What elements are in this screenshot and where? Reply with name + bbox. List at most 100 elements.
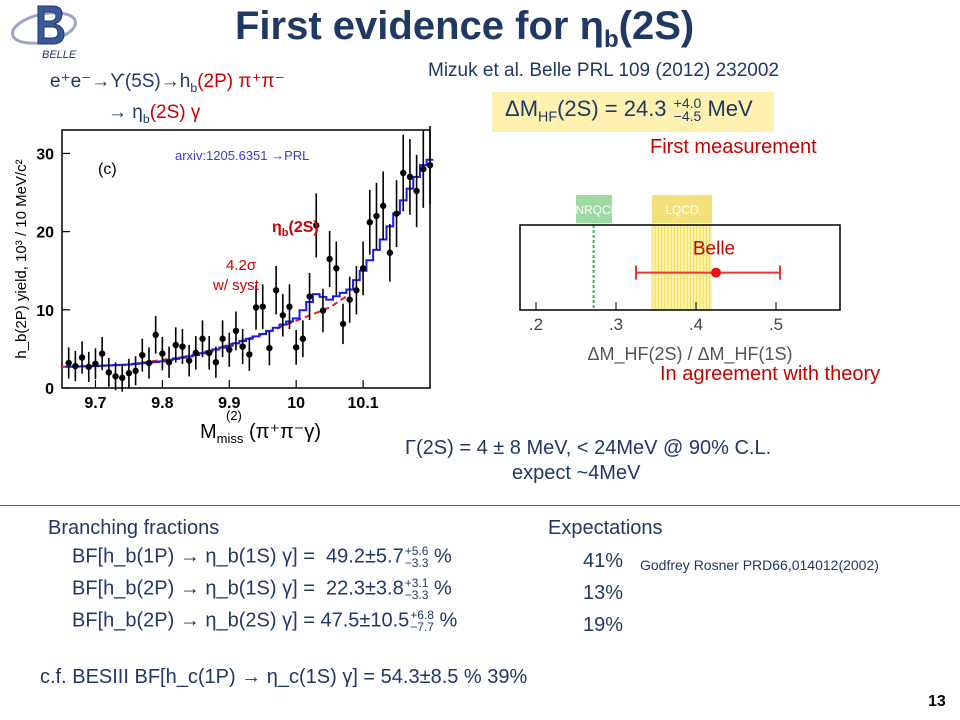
data-point bbox=[119, 374, 126, 382]
hfs-ratio-plot: pNRQCD LQCD .2 .3 .4 .5 Belle ΔM_HF(2S) / ΔM_HF… bbox=[519, 195, 841, 365]
data-point bbox=[393, 210, 400, 217]
ratio-x-tick-label: .5 bbox=[769, 315, 783, 334]
belle-logo: BELLE bbox=[11, 5, 77, 61]
data-point bbox=[125, 369, 133, 377]
band-lqcd-label: LQCD bbox=[665, 203, 699, 217]
significance-note: w/ syst bbox=[212, 277, 260, 294]
band-pnrqcd-label: pNRQCD bbox=[569, 203, 620, 217]
data-point bbox=[72, 362, 79, 370]
besiii-comparison: c.f. BESIII BF[h_c(1P) → η_c(1S) γ] = 54… bbox=[40, 666, 528, 688]
y-axis-label: h_b(2P) yield, 10³ / 10 MeV/c² bbox=[13, 159, 30, 358]
x-tick-label: 10.1 bbox=[348, 395, 379, 412]
x-tick-label: 9.7 bbox=[84, 395, 106, 412]
bf-row-3: BF[h_b(2P) → η_b(2S) γ] = 47.5±10.5+6.8−… bbox=[72, 608, 458, 634]
expectations-header: Expectations bbox=[548, 517, 663, 539]
data-point bbox=[192, 349, 200, 357]
data-point bbox=[152, 331, 159, 339]
data-point bbox=[206, 349, 213, 357]
ratio-frame bbox=[519, 224, 841, 311]
data-point bbox=[420, 165, 427, 173]
data-point bbox=[172, 341, 179, 349]
data-point bbox=[272, 287, 280, 294]
data-point bbox=[219, 335, 226, 342]
data-point bbox=[252, 304, 260, 311]
data-point bbox=[232, 327, 240, 335]
expect-row-1: 41% bbox=[583, 550, 624, 572]
data-point bbox=[145, 359, 153, 367]
x-tick-label: 9.8 bbox=[151, 395, 173, 412]
data-point bbox=[413, 187, 420, 195]
bf-row-1: BF[h_b(1P) → η_b(1S) γ] = 49.2±5.7+5.6 −3… bbox=[72, 544, 452, 570]
y-tick-label: 30 bbox=[36, 146, 54, 163]
reaction-line-2: → ηb(2S) γ bbox=[108, 102, 201, 126]
data-point bbox=[366, 219, 373, 226]
reference: Mizuk et al. Belle PRL 109 (2012) 232002 bbox=[428, 60, 780, 81]
data-point bbox=[406, 173, 414, 181]
x-tick-label: 9.9 bbox=[218, 395, 240, 412]
significance-label: 4.2σ bbox=[226, 257, 257, 274]
mhf-result: ΔMHF(2S) = 24.3 +4.0 −4.5 MeV bbox=[505, 95, 753, 126]
data-point bbox=[159, 350, 166, 357]
ratio-x-tick-label: .4 bbox=[689, 315, 703, 334]
data-point bbox=[313, 222, 320, 229]
data-point bbox=[299, 335, 307, 342]
bf-row-2: BF[h_b(2P) → η_b(1S) γ] = 22.3±3.8+3.1 −3… bbox=[72, 576, 452, 602]
width-result: Γ(2S) = 4 ± 8 MeV, < 24MeV @ 90% C.L. bbox=[405, 437, 772, 459]
data-point bbox=[353, 287, 360, 294]
divider bbox=[0, 505, 960, 506]
data-point bbox=[373, 212, 380, 220]
x-axis-label-sup: (2) bbox=[226, 408, 242, 423]
data-point bbox=[139, 351, 146, 359]
panel-label: (c) bbox=[98, 161, 117, 178]
ratio-x-axis-label: ΔM_HF(2S) / ΔM_HF(1S) bbox=[587, 344, 792, 365]
data-point bbox=[212, 359, 220, 366]
belle-point bbox=[711, 267, 721, 278]
width-expectation: expect ~4MeV bbox=[512, 462, 641, 484]
band-lqcd-header bbox=[652, 195, 712, 223]
ratio-x-tick-label: .2 bbox=[529, 315, 543, 334]
page-title: First evidence for ηb(2S) bbox=[235, 4, 695, 53]
data-point bbox=[339, 320, 347, 328]
x-tick-label: 10 bbox=[287, 395, 305, 412]
data-point bbox=[426, 161, 434, 169]
logo-text: BELLE bbox=[42, 49, 77, 61]
data-point bbox=[85, 363, 92, 371]
data-point bbox=[239, 343, 246, 350]
data-point bbox=[185, 357, 193, 364]
first-measurement-label: First measurement bbox=[650, 136, 817, 158]
mhf-highlight bbox=[492, 92, 774, 132]
data-point bbox=[199, 335, 206, 342]
data-point bbox=[65, 359, 72, 367]
band-pnrqcd-header bbox=[576, 195, 612, 223]
data-point bbox=[92, 360, 99, 367]
arxiv-label: arxiv:1205.6351 →PRL bbox=[175, 148, 309, 163]
hb-yield-plot: 0 10 20 30 9.7 9.8 9.9 10 10.1 (c) arxiv:1205.6351… bbox=[13, 125, 434, 446]
data-point bbox=[259, 303, 266, 310]
data-point bbox=[112, 373, 119, 380]
data-point bbox=[306, 293, 313, 300]
data-point bbox=[226, 346, 233, 353]
ratio-x-tick-label: .3 bbox=[609, 315, 623, 334]
data-point bbox=[359, 265, 367, 272]
data-point bbox=[333, 265, 340, 272]
y-tick-label: 20 bbox=[36, 225, 54, 242]
page-number: 13 bbox=[928, 693, 946, 710]
expect-row-2: 13% bbox=[583, 582, 624, 604]
branching-header: Branching fractions bbox=[48, 517, 220, 539]
data-point bbox=[165, 359, 173, 366]
data-point bbox=[379, 202, 387, 210]
data-point bbox=[78, 354, 86, 361]
data-point bbox=[319, 307, 327, 314]
belle-label: Belle bbox=[693, 239, 735, 260]
data-point bbox=[98, 350, 106, 357]
data-point bbox=[105, 369, 113, 376]
agreement-note: In agreement with theory bbox=[660, 363, 881, 385]
data-point bbox=[292, 344, 300, 351]
y-tick-label: 10 bbox=[36, 303, 54, 320]
y-tick-label: 0 bbox=[45, 381, 54, 398]
data-point bbox=[346, 296, 353, 303]
expect-row-3: 19% bbox=[583, 614, 624, 636]
peak-label: ηb(2S) bbox=[272, 219, 319, 239]
data-point bbox=[386, 249, 394, 256]
data-point bbox=[266, 344, 273, 352]
